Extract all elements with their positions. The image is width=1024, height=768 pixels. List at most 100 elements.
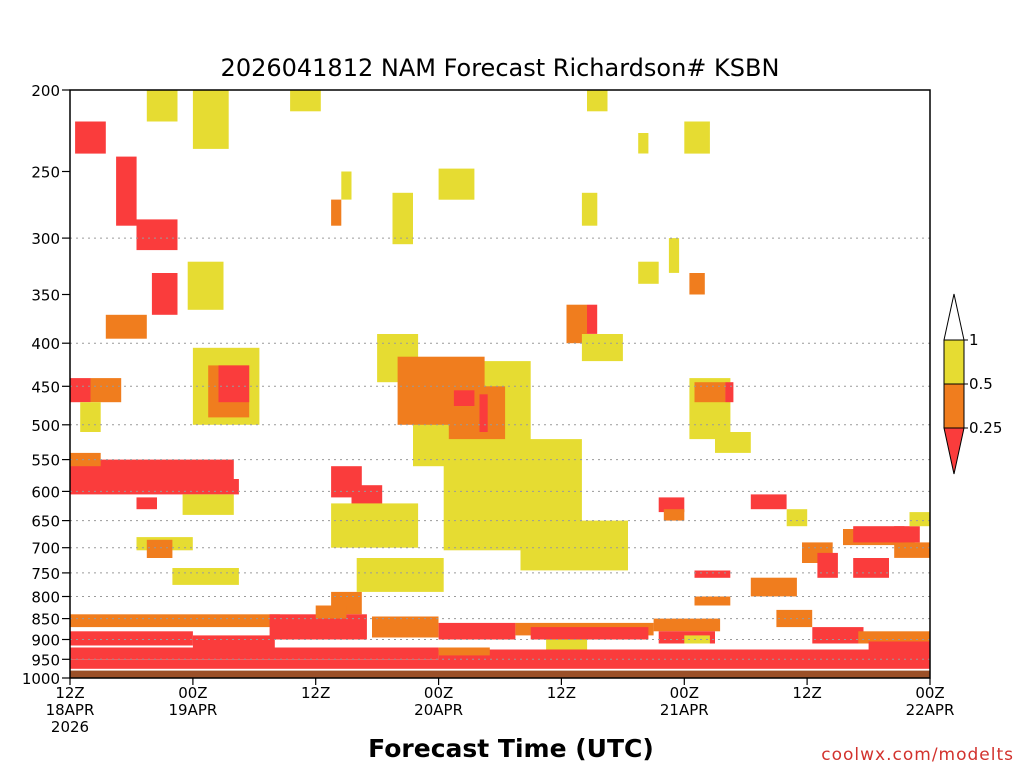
ri-cell-red [853,558,889,578]
ri-cell-yellow [80,402,101,432]
ri-cell-red [70,479,239,495]
ri-cell-red [868,641,930,654]
ri-cell-yellow [172,568,239,585]
y-tick-label: 450 [31,378,60,396]
ri-cell-red [658,497,685,513]
ri-cell-yellow [331,503,419,548]
ri-cell-red [70,647,439,660]
ri-cell-red [817,552,838,578]
y-tick-label: 750 [31,565,60,583]
ri-cell-yellow [356,558,444,592]
ri-cell-orange [694,382,726,403]
y-tick-label: 700 [31,540,60,558]
y-tick-label: 1000 [22,670,60,688]
ri-cell-yellow [638,261,659,284]
ri-cell-red [438,649,930,662]
ri-cell-orange [372,616,439,638]
ri-cell-red [479,394,488,432]
ri-cell-red [218,365,250,403]
ri-cell-red [587,304,598,334]
legend-swatch-orange [943,383,965,429]
y-tick-label: 550 [31,452,60,470]
ri-cell-yellow [182,494,234,515]
x-tick-label: 00Z [424,684,453,702]
ground-surface [70,670,930,678]
ri-cell-orange [858,631,930,644]
ri-cell-red [192,635,275,652]
ri-cell-red [75,121,106,154]
ri-cell-yellow [684,635,710,644]
ri-cell-orange [438,647,490,656]
ri-cell-yellow [684,121,710,154]
legend-arrow-low [943,427,965,475]
x-tick-label: 00Z [915,684,944,702]
ri-cell-yellow [546,639,588,650]
ri-cell-orange [663,509,685,521]
ri-cell-orange [750,577,797,597]
ri-cell-red [116,156,137,226]
ri-cell-orange [70,614,280,628]
x-axis-label: Forecast Time (UTC) [368,734,654,763]
ri-cell-red [853,526,905,543]
ri-cell-orange [776,609,813,628]
ri-cell-red [70,378,91,403]
ri-cell-red [750,494,787,510]
ri-cell-red [453,390,475,406]
y-tick-label: 400 [31,335,60,353]
y-tick-label: 850 [31,611,60,629]
ri-cell-red [70,659,930,669]
pressure-axis: 200 250 300 350 400 450 500 550 600 650 700 750 800 8… [22,82,70,688]
x-tick-label: 12Z [547,684,576,702]
legend-arrow-high [943,293,965,341]
x-tick-label: 20APR [414,701,463,719]
ri-cell-yellow [909,512,930,527]
y-tick-label: 600 [31,483,60,501]
ri-cell-yellow [192,90,229,149]
x-tick-label: 22APR [906,701,955,719]
ri-cell-red [70,459,234,479]
ri-cell-red [438,622,516,640]
y-tick-label: 800 [31,589,60,607]
x-tick-label: 00Z [670,684,699,702]
ri-cell-yellow [587,90,608,112]
credit-text: coolwx.com/modelts [821,745,1014,765]
ri-cell-orange [105,314,147,339]
y-tick-label: 950 [31,651,60,669]
x-tick-label: 2026 [51,718,89,736]
colorbar-legend: 1 0.5 0.25 [943,293,1002,475]
ri-cell-orange [146,539,173,558]
ri-cell-yellow [581,334,623,362]
legend-label: 1 [969,331,979,349]
ri-cell-orange [653,618,721,632]
ri-cell-yellow [290,90,321,112]
ri-cell-red [70,631,193,646]
y-tick-label: 300 [31,230,60,248]
ri-cell-orange [894,542,930,558]
ri-cell-yellow [520,520,628,571]
x-tick-label: 19APR [168,701,217,719]
ri-cell-yellow [581,192,598,226]
x-tick-label: 12Z [792,684,821,702]
ri-cell-red [151,273,178,315]
ri-cell-red [694,570,731,578]
x-tick-label: 12Z [55,684,84,702]
ri-cell-yellow [668,238,680,273]
ri-cell-yellow [638,133,649,154]
ri-cell-yellow [146,90,178,122]
plot-frame [69,89,931,679]
x-tick-label: 12Z [301,684,330,702]
ri-cell-yellow [786,509,808,527]
ri-cell-orange [331,199,342,226]
y-tick-label: 350 [31,287,60,305]
x-tick-label: 00Z [178,684,207,702]
ri-cell-red [530,627,649,640]
ri-cell-orange [90,378,122,403]
y-tick-label: 200 [31,82,60,100]
ri-cell-red [136,497,157,510]
chart-title: 2026041812 NAM Forecast Richardson# KSBN [221,54,780,82]
x-tick-label: 21APR [660,701,709,719]
legend-swatch-yellow [943,339,965,385]
ri-cell-red [894,526,920,543]
